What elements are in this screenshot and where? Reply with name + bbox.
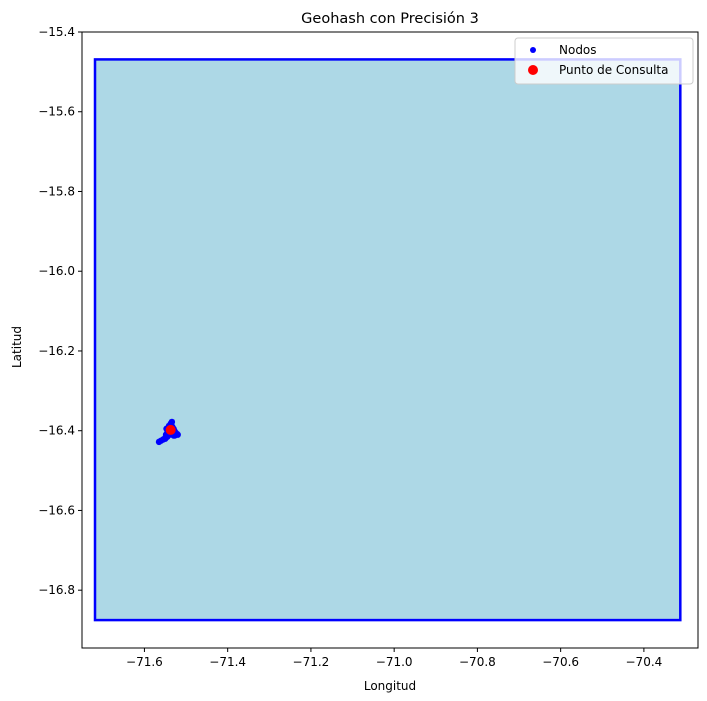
geohash-cell: [93, 58, 682, 622]
node-point: [162, 435, 169, 442]
y-tick-label: −15.4: [38, 25, 75, 39]
y-axis-label: Latitud: [10, 326, 24, 368]
plot-area: [81, 31, 699, 649]
chart-title: Geohash con Precisión 3: [301, 11, 479, 27]
legend-label: Punto de Consulta: [559, 63, 669, 77]
axes-frame: [81, 31, 699, 649]
x-tick-label: −71.2: [293, 655, 330, 669]
x-tick-label: −70.6: [542, 655, 579, 669]
x-tick-label: −71.6: [126, 655, 163, 669]
legend-label: Nodos: [559, 43, 597, 57]
y-tick-label: −15.8: [38, 184, 75, 198]
y-tick-label: −16.2: [38, 344, 75, 358]
x-axis-label: Longitud: [364, 679, 416, 693]
x-tick-label: −70.8: [459, 655, 496, 669]
x-tick-label: −71.4: [209, 655, 246, 669]
y-tick-label: −15.6: [38, 105, 75, 119]
query-point: [165, 424, 176, 435]
legend-marker: [530, 47, 536, 53]
y-tick-label: −16.0: [38, 264, 75, 278]
y-axis: −15.4 −15.6 −15.8 −16.0 −16.2 −16.4 −16.6 −16.8: [38, 25, 82, 597]
x-axis: −71.6 −71.4 −71.2 −71.0 −70.8 −70.6 −70.4: [126, 648, 662, 669]
legend-marker: [528, 65, 538, 75]
x-tick-label: −70.4: [626, 655, 663, 669]
y-tick-label: −16.8: [38, 583, 75, 597]
legend-box: [514, 37, 694, 85]
y-tick-label: −16.4: [38, 424, 75, 438]
x-tick-label: −71.0: [376, 655, 413, 669]
legend: Nodos Punto de Consulta: [514, 37, 694, 85]
y-tick-label: −16.6: [38, 503, 75, 517]
